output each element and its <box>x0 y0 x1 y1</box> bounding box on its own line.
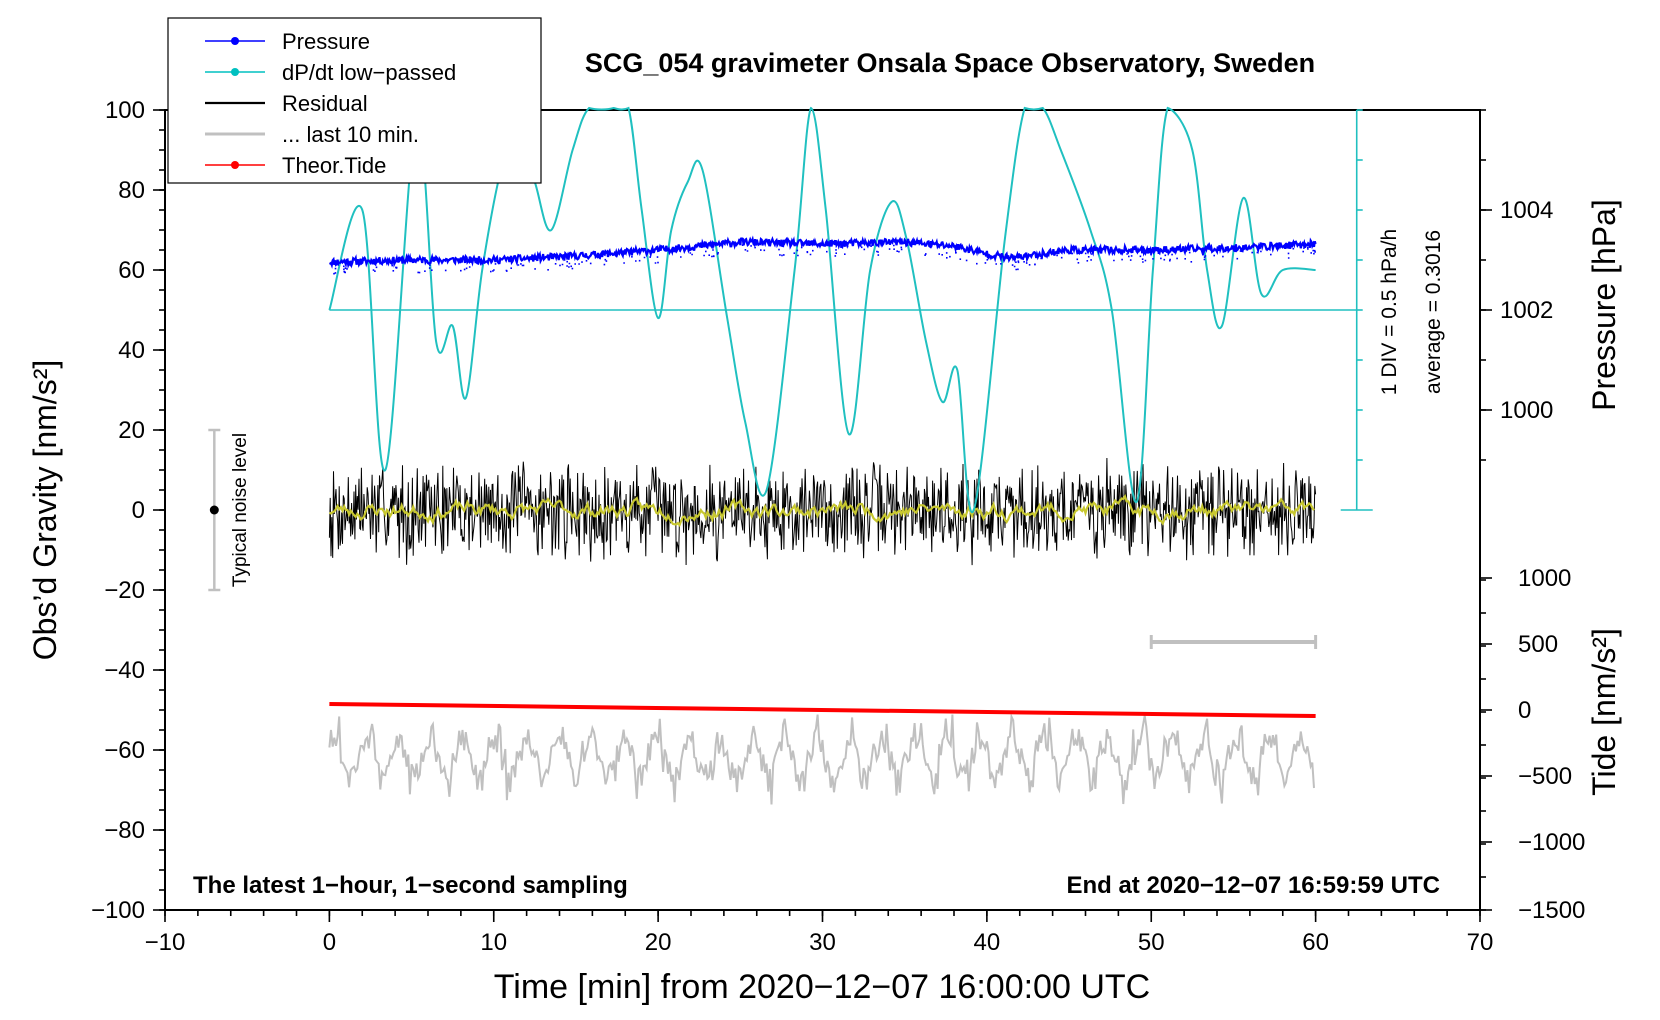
y-tick-label: 100 <box>105 97 145 124</box>
dpdt-average-label: average = 0.3016 <box>1422 230 1445 394</box>
legend-box <box>167 17 542 184</box>
x-tick-label: 50 <box>1138 929 1165 956</box>
pressure-tick-label: 1002 <box>1500 297 1553 324</box>
dpdt-series <box>328 106 1316 514</box>
x-tick-label: 10 <box>480 929 507 956</box>
tide-tick-label: 1000 <box>1518 565 1571 592</box>
y-tick-label: −80 <box>104 817 145 844</box>
y-tick-label: 0 <box>132 497 145 524</box>
x-axis-ticks: −10 0 10 20 30 40 50 60 70 <box>145 910 1494 956</box>
tide-tick-label: −1500 <box>1518 897 1585 924</box>
tide-tick-label: 0 <box>1518 697 1531 724</box>
dpdt-scale-label: 1 DIV = 0.5 hPa/h <box>1378 229 1401 395</box>
last-10-min-series <box>328 712 1315 805</box>
pressure-axis-ticks: 1004 1002 1000 <box>1480 109 1553 461</box>
dpdt-scale-axis <box>1340 109 1373 511</box>
pressure-tick-label: 1000 <box>1500 397 1553 424</box>
residual-smoothed-series <box>328 493 1315 528</box>
annotation-right: End at 2020−12−07 16:59:59 UTC <box>1066 872 1440 899</box>
tide-tick-label: −1000 <box>1518 829 1585 856</box>
y-tick-label: −40 <box>104 657 145 684</box>
pressure-line <box>329 235 1317 270</box>
y-axis-ticks: 100 80 60 40 20 0 −20 −40 −60 −80 −100 <box>91 97 165 924</box>
y-tick-label: 60 <box>118 257 145 284</box>
x-tick-label: 40 <box>974 929 1001 956</box>
pressure-tick-label: 1004 <box>1500 197 1553 224</box>
residual-smoothed-line <box>328 493 1315 528</box>
pressure-axis-label: Pressure [hPa] <box>1586 199 1622 411</box>
dpdt-line <box>328 106 1316 514</box>
annotation-left: The latest 1−hour, 1−second sampling <box>193 872 628 899</box>
tide-tick-label: 500 <box>1518 631 1558 658</box>
theor-tide-series <box>329 702 1316 718</box>
tide-tick-label: −500 <box>1518 763 1572 790</box>
x-tick-label: 30 <box>809 929 836 956</box>
noise-level-bar <box>208 428 221 592</box>
legend-marker <box>231 161 239 169</box>
noise-bar-center <box>209 505 219 515</box>
legend-marker <box>231 68 239 76</box>
legend-label: Pressure <box>282 29 370 54</box>
legend-label: Theor.Tide <box>282 153 386 178</box>
legend-label: ... last 10 min. <box>282 122 419 147</box>
x-tick-label: 70 <box>1467 929 1494 956</box>
legend: Pressure dP/dt low−passed Residual ... last… <box>167 17 542 184</box>
x-tick-label: 60 <box>1302 929 1329 956</box>
legend-label: dP/dt low−passed <box>282 60 456 85</box>
x-tick-label: −10 <box>145 929 186 956</box>
last-10-min-line <box>328 712 1315 805</box>
y-tick-label: 80 <box>118 177 145 204</box>
legend-marker <box>231 37 239 45</box>
y-tick-label: 40 <box>118 337 145 364</box>
tide-axis-ticks: 1000 500 0 −500 −1000 −1500 <box>1480 565 1585 924</box>
y-tick-label: −100 <box>91 897 145 924</box>
y-tick-label: −20 <box>104 577 145 604</box>
x-tick-label: 20 <box>645 929 672 956</box>
y-tick-label: −60 <box>104 737 145 764</box>
chart-title: SCG_054 gravimeter Onsala Space Observat… <box>585 48 1315 78</box>
pressure-series <box>329 235 1317 275</box>
x-axis-label: Time [min] from 2020−12−07 16:00:00 UTC <box>494 968 1150 1006</box>
legend-label: Residual <box>282 91 368 116</box>
residual-line <box>328 457 1317 566</box>
residual-series <box>328 457 1317 566</box>
tide-axis-label: Tide [nm/s²] <box>1586 628 1622 796</box>
y-axis-label: Obs’d Gravity [nm/s²] <box>27 360 63 661</box>
x-tick-label: 0 <box>323 929 336 956</box>
noise-level-label: Typical noise level <box>230 433 251 587</box>
tide-line <box>329 702 1316 718</box>
y-tick-label: 20 <box>118 417 145 444</box>
last-10-min-bar <box>1149 635 1318 649</box>
